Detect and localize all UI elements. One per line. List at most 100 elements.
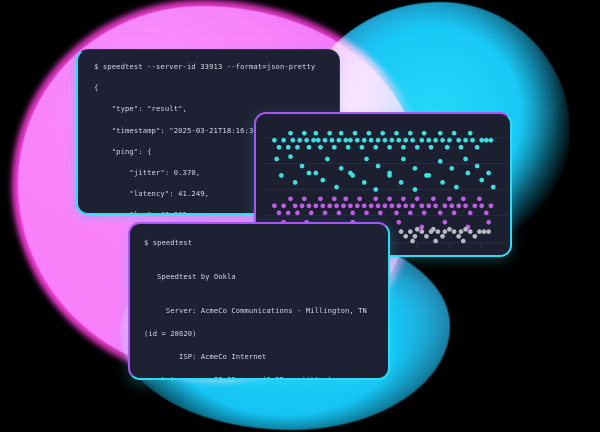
data-point — [276, 210, 282, 216]
data-point — [419, 229, 425, 234]
data-point — [313, 130, 319, 136]
data-point — [442, 203, 448, 209]
data-point — [304, 137, 310, 143]
data-point — [394, 130, 399, 136]
data-point — [272, 137, 277, 143]
data-point — [440, 137, 445, 143]
data-point — [336, 210, 342, 216]
data-point — [451, 130, 457, 136]
data-point — [352, 130, 358, 136]
data-point — [301, 130, 307, 136]
data-point — [437, 210, 443, 216]
data-point — [359, 144, 365, 150]
data-point — [479, 177, 485, 183]
data-point — [281, 137, 286, 143]
data-point — [403, 233, 409, 239]
data-point — [481, 229, 487, 234]
data-point — [437, 130, 443, 136]
data-point — [320, 177, 326, 183]
data-point — [361, 137, 367, 143]
data-point — [354, 203, 360, 209]
data-point — [447, 137, 452, 143]
data-point — [465, 170, 471, 176]
data-point — [412, 166, 418, 171]
data-point — [327, 130, 333, 136]
data-point — [433, 238, 439, 244]
data-point — [375, 137, 381, 143]
summary-line-6: ISP: AcmeCo Internet — [144, 352, 267, 362]
data-point — [454, 184, 459, 190]
data-point — [442, 229, 448, 234]
data-point — [419, 137, 425, 143]
data-point — [375, 163, 381, 169]
data-point — [276, 144, 282, 150]
data-point — [361, 180, 367, 185]
data-point — [364, 210, 369, 216]
data-point — [414, 144, 420, 150]
data-point — [357, 196, 362, 202]
data-point — [467, 130, 473, 136]
data-point — [290, 137, 296, 143]
data-point — [366, 130, 372, 136]
data-point — [477, 196, 482, 202]
data-point — [474, 144, 480, 150]
data-point — [488, 203, 494, 209]
data-point — [451, 229, 457, 234]
data-point — [343, 137, 349, 143]
data-point — [299, 163, 305, 169]
data-point — [447, 226, 452, 232]
terminal-summary-text: $ speedtest Speedtest by Ookla Server: A… — [130, 224, 388, 378]
data-point — [463, 203, 468, 209]
data-point — [322, 137, 328, 143]
data-point — [377, 210, 383, 216]
data-point — [460, 238, 466, 244]
data-point — [387, 144, 392, 150]
data-point — [295, 210, 300, 216]
data-point — [373, 196, 379, 202]
data-point — [407, 229, 413, 234]
data-point — [463, 156, 468, 162]
data-point — [458, 229, 464, 234]
data-point — [285, 210, 291, 216]
data-point — [419, 203, 425, 209]
data-point — [483, 137, 489, 143]
data-point — [458, 144, 464, 150]
data-point — [325, 156, 330, 162]
data-point — [338, 166, 344, 171]
data-point — [479, 137, 485, 143]
data-point — [297, 137, 303, 143]
data-point — [407, 130, 413, 136]
data-point — [412, 187, 418, 192]
data-point — [387, 173, 392, 178]
data-point — [336, 137, 342, 143]
data-point — [437, 158, 443, 164]
data-point — [288, 154, 293, 160]
data-point — [449, 166, 455, 171]
data-point — [435, 229, 441, 234]
data-point — [430, 226, 436, 232]
data-point — [327, 203, 333, 209]
data-point — [396, 203, 402, 209]
json-line-0: $ speedtest --server-id 33913 --format=j… — [94, 62, 316, 71]
series-latency — [398, 226, 491, 244]
data-point — [341, 203, 346, 209]
data-point — [407, 210, 413, 216]
data-point — [348, 137, 353, 143]
terminal-window-summary-output[interactable]: $ speedtest Speedtest by Ookla Server: A… — [128, 222, 390, 380]
data-point — [329, 137, 335, 143]
data-point — [477, 229, 482, 234]
data-point — [350, 210, 356, 216]
data-point — [433, 137, 439, 143]
data-point — [334, 184, 339, 190]
data-point — [460, 196, 466, 202]
data-point — [401, 196, 406, 202]
data-point — [285, 144, 291, 150]
data-point — [426, 203, 432, 209]
data-point — [361, 203, 367, 209]
data-point — [401, 156, 406, 162]
data-point — [380, 130, 386, 136]
data-point — [410, 203, 415, 209]
data-point — [433, 203, 439, 209]
data-point — [345, 144, 351, 150]
data-point — [396, 219, 402, 225]
